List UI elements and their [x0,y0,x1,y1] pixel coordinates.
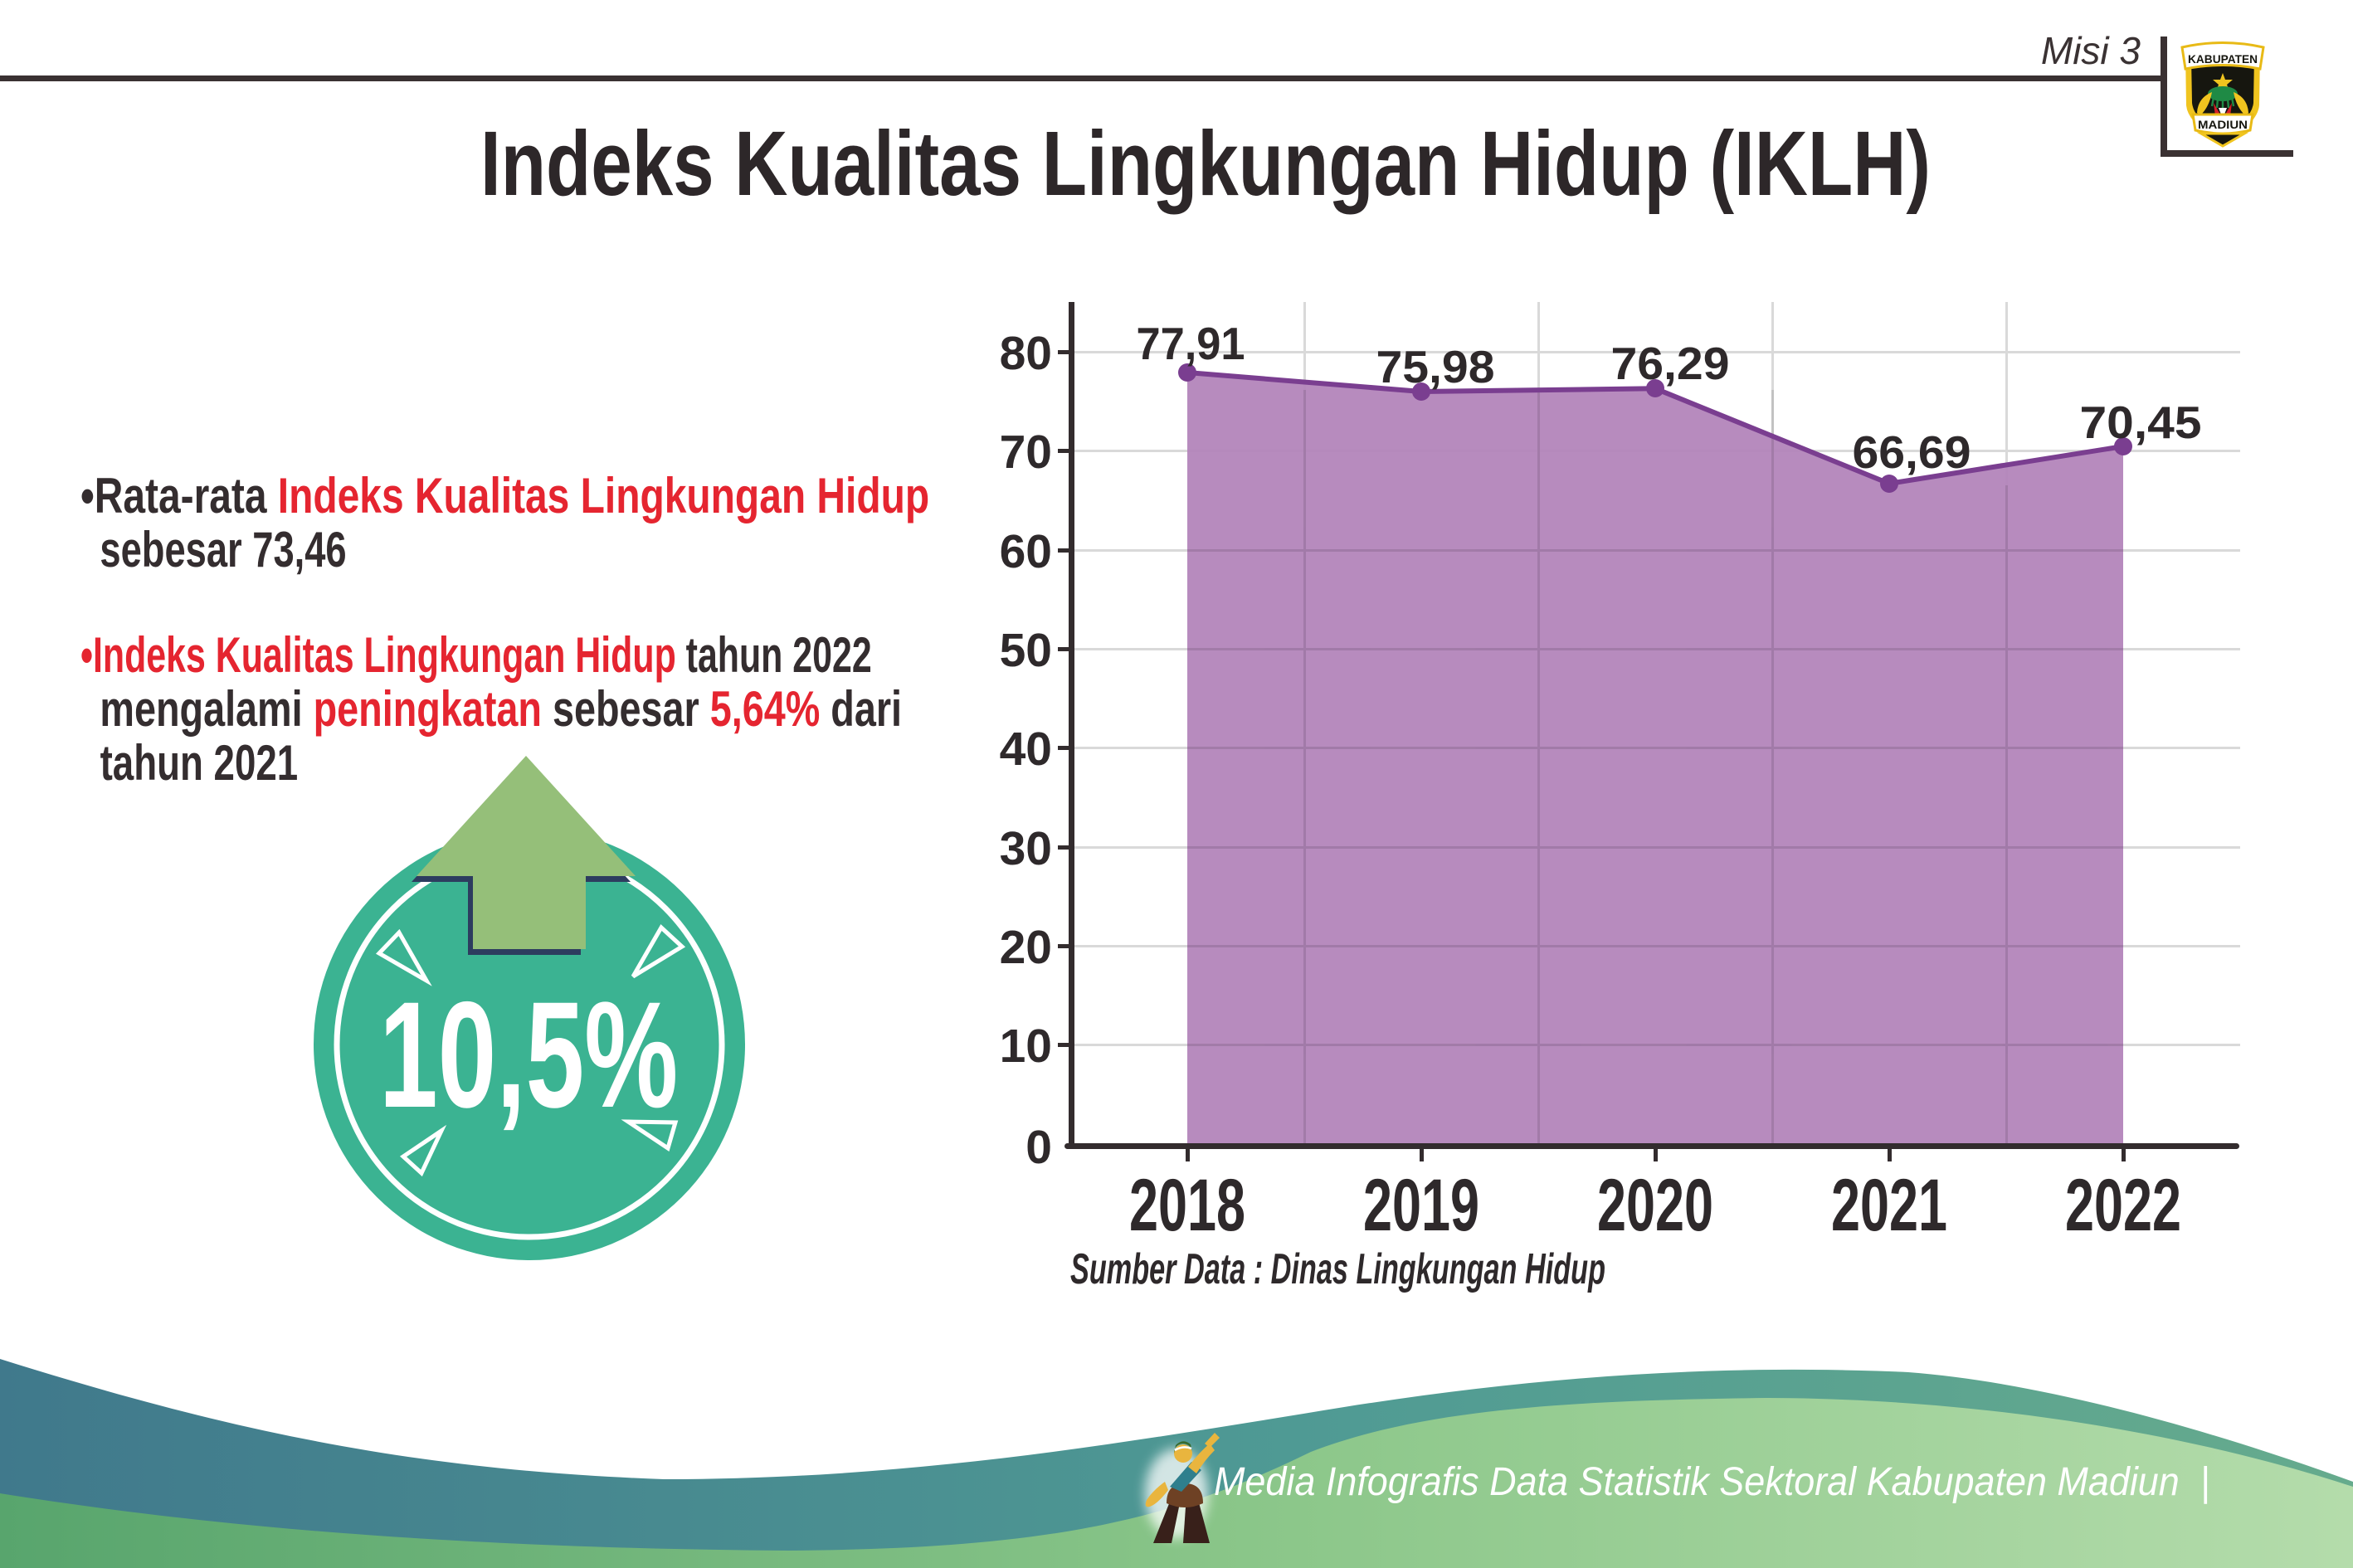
svg-text:70: 70 [1000,426,1052,479]
svg-text:20: 20 [1000,921,1052,974]
svg-text:MADIUN: MADIUN [2198,118,2248,131]
svg-text:80: 80 [1000,327,1052,380]
svg-text:2021: 2021 [1831,1163,1947,1246]
svg-text:KABUPATEN: KABUPATEN [2188,52,2258,66]
svg-text:10: 10 [1000,1020,1052,1073]
svg-text:2019: 2019 [1363,1163,1479,1246]
svg-text:75,98: 75,98 [1376,341,1495,392]
svg-text:70,45: 70,45 [2080,397,2202,448]
svg-text:30: 30 [1000,822,1052,875]
svg-text:66,69: 66,69 [1853,426,1971,478]
svg-text:2020: 2020 [1597,1163,1713,1246]
svg-text:0: 0 [1025,1121,1052,1174]
svg-text:40: 40 [1000,723,1052,776]
svg-text:76,29: 76,29 [1611,338,1730,389]
svg-text:Sumber Data : Dinas Lingkungan: Sumber Data : Dinas Lingkungan Hidup [1070,1245,1605,1293]
svg-text:2018: 2018 [1129,1163,1245,1246]
svg-text:77,91: 77,91 [1137,318,1245,369]
svg-text:60: 60 [1000,525,1052,578]
svg-text:50: 50 [1000,624,1052,677]
svg-text:2022: 2022 [2065,1163,2181,1246]
